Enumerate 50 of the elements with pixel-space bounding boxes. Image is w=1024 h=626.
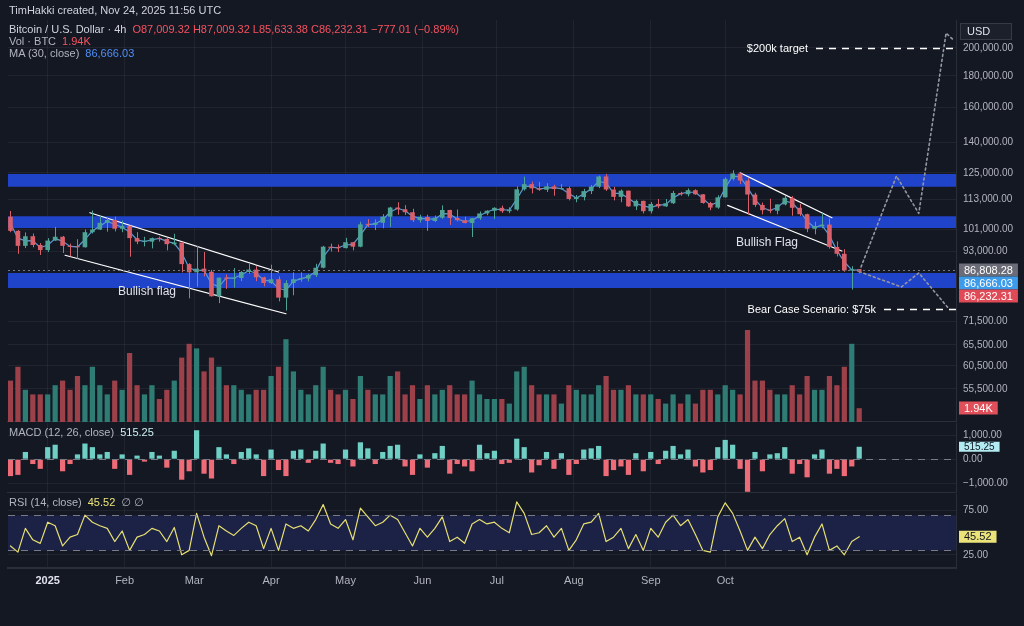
text: 86,666.03 <box>964 276 1013 289</box>
text: 86,232.31 <box>964 289 1013 302</box>
chart-title: MACD (12, 26, close) <box>9 426 115 438</box>
y-tick-label: 93,000.00 <box>963 245 1008 257</box>
ref-line-label: $200k target <box>746 41 808 54</box>
y-tick-label: 200,000.00 <box>963 41 1014 53</box>
y-tick-label: 60,500.00 <box>963 359 1008 371</box>
text: 515.25 <box>964 441 996 453</box>
annotation: 515.25 <box>120 426 154 438</box>
chart-title: RSI (14, close) <box>9 496 82 508</box>
y-tick-label: 180,000.00 <box>963 69 1014 81</box>
y-tick-label: 25.00 <box>963 548 989 560</box>
x-tick-label: Jul <box>489 573 504 586</box>
y-tick-label: 0.00 <box>963 452 983 464</box>
y-tick-label: −1,000.00 <box>963 477 1009 489</box>
annotation: 1.94K <box>62 35 91 47</box>
annotation: Bullish flag <box>117 284 177 299</box>
y-tick-label: 55,500.00 <box>963 382 1008 394</box>
y-axis-title: USD <box>960 23 1012 40</box>
y-tick-label: 101,000.00 <box>963 223 1014 235</box>
x-tick-label: Oct <box>716 573 734 586</box>
annotation: O87,009.32 H87,009.32 L85,633.38 C86,232.31 −777.01 (−0.89%) <box>132 23 459 35</box>
annotation: ∅ ∅ <box>121 496 144 508</box>
ref-line-label: Bear Case Scenario: $75k <box>747 302 877 315</box>
text: 86,808.28 <box>964 263 1013 276</box>
annotation: 86,666.03 <box>85 47 135 59</box>
x-tick-label: Mar <box>184 573 204 586</box>
x-tick-label: May <box>335 573 357 586</box>
y-tick-label: 75.00 <box>963 504 989 516</box>
text: 1.94K <box>964 401 994 414</box>
y-tick-label: 1,000.00 <box>963 428 1003 440</box>
text: TimHakki created, Nov 24, 2025 11:56 UTC <box>9 4 222 16</box>
y-tick-label: 160,000.00 <box>963 100 1014 112</box>
y-tick-label: 140,000.00 <box>963 136 1014 148</box>
y-tick-label: 71,500.00 <box>963 315 1008 327</box>
chart-title: Bitcoin / U.S. Dollar · 4h <box>9 23 127 35</box>
x-tick-label: Feb <box>115 573 135 586</box>
annotation: Bullish Flag <box>735 235 799 250</box>
y-tick-label: 113,000.00 <box>963 193 1013 205</box>
annotation: MA (30, close) <box>9 47 80 59</box>
x-tick-label: 2025 <box>35 573 60 586</box>
annotation: 45.52 <box>87 496 116 508</box>
x-tick-label: Apr <box>262 573 280 586</box>
y-tick-label: 65,500.00 <box>963 338 1008 350</box>
x-tick-label: Jun <box>413 573 432 586</box>
x-tick-label: Sep <box>640 573 661 586</box>
annotation: Vol · BTC <box>9 35 57 47</box>
text: 45.52 <box>964 530 992 543</box>
x-tick-label: Aug <box>564 573 584 586</box>
y-tick-label: 125,000.00 <box>963 166 1014 178</box>
